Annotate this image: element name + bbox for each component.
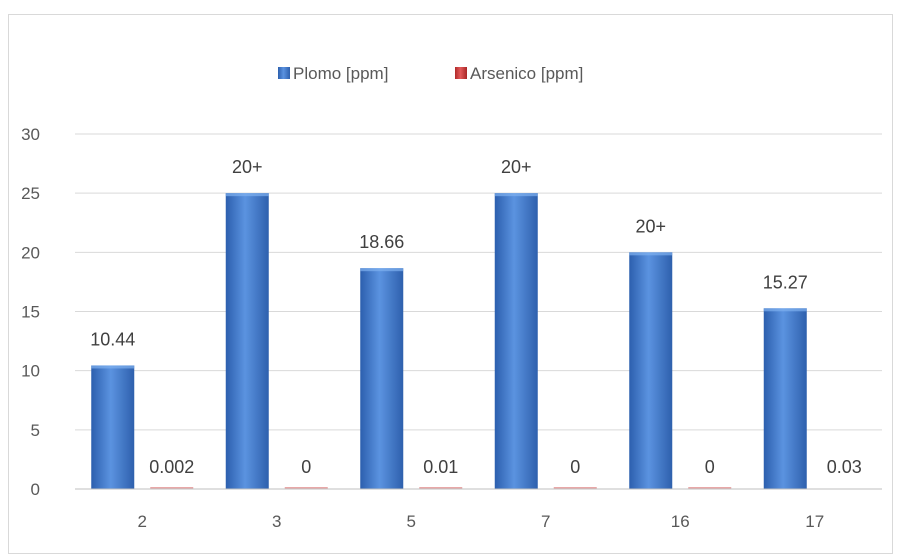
- y-tick-label: 30: [21, 125, 40, 144]
- x-tick-label: 16: [671, 512, 690, 531]
- data-label-plomo: 20+: [232, 157, 263, 177]
- x-tick-label: 2: [138, 512, 147, 531]
- bar-cap: [226, 193, 269, 196]
- bar-cap: [629, 252, 672, 255]
- data-label-arsenico: 0: [570, 457, 580, 477]
- legend-swatch-plomo: [278, 67, 290, 79]
- legend-label-plomo: Plomo [ppm]: [293, 64, 388, 83]
- y-tick-label: 0: [31, 480, 40, 499]
- x-tick-label: 5: [407, 512, 416, 531]
- y-tick-label: 20: [21, 243, 40, 262]
- y-tick-label: 25: [21, 184, 40, 203]
- data-label-arsenico: 0.03: [827, 457, 862, 477]
- data-label-arsenico: 0.002: [149, 457, 194, 477]
- y-tick-label: 15: [21, 303, 40, 322]
- bar-plomo: [360, 268, 403, 489]
- data-label-arsenico: 0: [705, 457, 715, 477]
- bar-cap: [91, 365, 134, 368]
- data-label-plomo: 15.27: [763, 272, 808, 292]
- data-label-plomo: 10.44: [90, 329, 135, 349]
- data-label-plomo: 18.66: [359, 232, 404, 252]
- bar-plomo: [629, 252, 672, 489]
- legend-swatch-arsenico: [455, 67, 467, 79]
- data-label-arsenico: 0.01: [423, 457, 458, 477]
- y-tick-label: 10: [21, 362, 40, 381]
- bar-cap: [360, 268, 403, 271]
- bar-cap: [495, 193, 538, 196]
- x-tick-label: 17: [805, 512, 824, 531]
- data-label-arsenico: 0: [301, 457, 311, 477]
- legend-label-arsenico: Arsenico [ppm]: [470, 64, 583, 83]
- bar-cap: [764, 308, 807, 311]
- data-label-plomo: 20+: [635, 216, 666, 236]
- bar-plomo: [226, 193, 269, 489]
- bar-plomo: [764, 308, 807, 489]
- bar-plomo: [91, 365, 134, 489]
- bar-chart: 10.44 0.002 20+ 0 18.66 0.01 20+ 0 20+ 0 15.27 0.03…: [0, 0, 902, 542]
- x-tick-label: 7: [541, 512, 550, 531]
- data-label-plomo: 20+: [501, 157, 532, 177]
- bar-plomo: [495, 193, 538, 489]
- y-tick-label: 5: [31, 421, 40, 440]
- x-tick-label: 3: [272, 512, 281, 531]
